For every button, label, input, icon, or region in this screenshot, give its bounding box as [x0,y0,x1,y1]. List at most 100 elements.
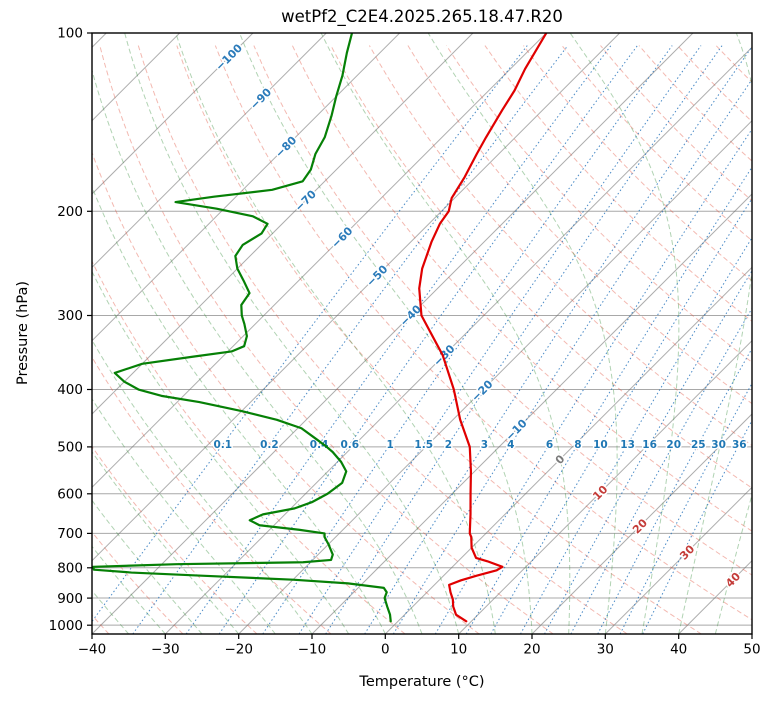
y-tick-label: 500 [57,440,83,456]
mixing-ratio-line [392,78,752,634]
mixing-ratio-line [570,307,752,634]
y-tick-label: 700 [57,526,83,542]
dry-adiabat [407,45,752,405]
dry-adiabat [715,45,752,83]
dry-adiabat [446,45,752,363]
mixing-ratio-label: 36 [732,439,747,451]
x-tick-label: −20 [224,642,253,658]
isotherm-line [531,413,752,634]
x-tick-label: 30 [597,642,614,658]
dry-adiabat [368,45,752,447]
mixing-ratio-label: 2 [445,439,452,451]
mixing-ratio-label: 10 [593,439,608,451]
mixing-ratio-line [544,269,752,634]
mixing-ratio-label: 0.6 [340,439,359,451]
moist-adiabat [92,185,386,634]
isotherm-line [92,33,401,342]
axes [91,32,753,635]
y-tick-label: 800 [57,561,83,577]
isotherm-line [238,119,752,634]
moist-adiabat [92,633,93,634]
moist-adiabats [92,33,752,634]
mixing-ratio-label: 0.2 [260,439,279,451]
mixing-ratio-line [490,197,752,634]
x-tick-label: 50 [743,642,760,658]
mixing-ratio-line [325,45,723,634]
x-tick-label: 20 [523,642,540,658]
moist-adiabat [124,33,460,634]
moist-adiabat [92,68,423,634]
moist-adiabat [175,33,496,634]
mixing-ratio-line [434,128,752,634]
dry-adiabat [561,45,752,242]
mixing-ratio-line [619,382,752,634]
dry-adiabat [330,45,752,489]
moist-adiabat [239,33,533,634]
dry-adiabat [92,531,184,634]
sounding-lines [92,33,548,623]
mixing-ratio-label: 4 [507,439,514,451]
chart-title: wetPf2_C2E4.2025.265.18.47.R20 [281,7,563,26]
dry-adiabat [523,45,752,282]
mixing-ratio-label: 3 [481,439,488,451]
moist-adiabat [427,33,618,634]
mixing-ratio-label: 16 [642,439,657,451]
dry-adiabat [677,45,752,123]
mixing-ratio-line [520,236,752,634]
isotherm-line [164,46,752,634]
isotherms [92,33,752,634]
x-axis-label: Temperature (°C) [359,674,485,690]
dry-adiabat [253,45,752,576]
mixing-ratio-line [218,45,638,634]
mixing-ratio-line [262,45,673,634]
y-tick-label: 100 [57,26,83,42]
mixing-ratio-label: 1 [387,439,394,451]
moist-adiabat [714,492,752,634]
isotherm-line [751,633,752,634]
mixing-ratio-line [92,45,528,623]
mixing-ratio-line [132,45,569,634]
mixing-ratio-label: 0.1 [213,439,232,451]
isotherm-line [92,33,547,489]
mixing-ratio-line [642,419,752,634]
isotherm-line [92,33,254,195]
moist-adiabat [751,632,752,634]
isotherm-line [384,266,752,634]
dewpoint-line [92,33,392,623]
moist-adiabat [678,33,752,634]
isotherm-line [92,33,474,415]
isotherm-line [92,33,694,634]
y-tick-label: 400 [57,382,83,398]
dry-adiabat [92,356,332,634]
x-tick-label: 40 [670,642,687,658]
mixing-ratio-label: 6 [546,439,553,451]
dry-adiabat [92,260,406,634]
mixing-ratio-label: 20 [666,439,681,451]
isotherm-line [311,193,752,634]
dry-adiabat [484,45,752,322]
y-tick-label: 900 [57,591,83,607]
axes-frame [91,32,753,635]
isotherm-line [458,339,752,634]
dry-adiabat [92,151,480,634]
moist-adiabat [92,339,313,634]
x-tick-labels: −40 −30 −20 −10 0 10 20 30 40 50 [78,634,761,658]
moist-adiabat [320,33,571,634]
x-tick-label: 10 [450,642,467,658]
x-tick-label: −10 [298,642,327,658]
dry-adiabat [176,45,702,634]
mixing-ratio-line [465,166,752,634]
moist-adiabat [92,450,240,634]
dry-adiabat [92,445,258,634]
dry-adiabat [291,45,752,532]
x-tick-label: −30 [151,642,180,658]
mixing-ratio-label: 8 [574,439,581,451]
y-tick-label: 1000 [49,618,83,634]
y-tick-label: 200 [57,204,83,220]
dry-adiabat [137,45,628,634]
moist-adiabat [569,33,680,634]
mixing-ratio-lines [92,45,752,634]
isotherm-line [604,486,752,634]
